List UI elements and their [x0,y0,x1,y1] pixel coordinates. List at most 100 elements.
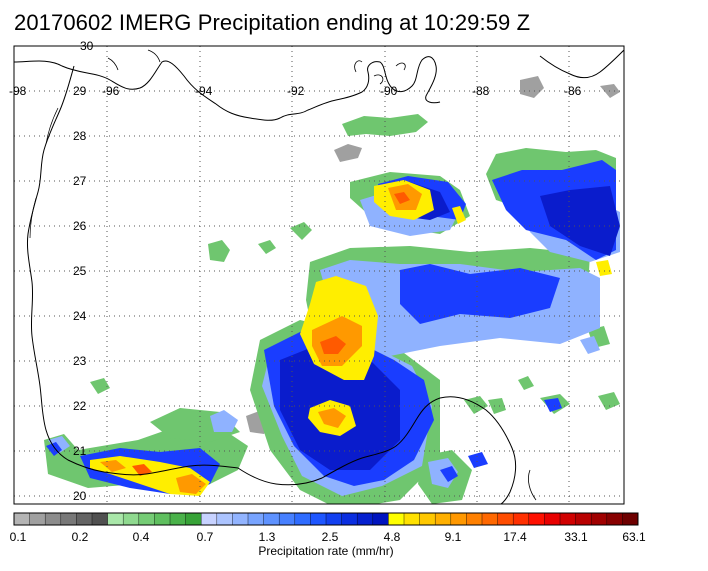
precip-patch-red [132,464,152,476]
colorbar-swatch [341,513,358,525]
precip-patch-orange [318,408,346,428]
precip-patch-red [320,336,346,354]
colorbar-swatch [60,513,77,525]
colorbar-swatch [170,513,187,525]
precip-patch-green [342,114,428,136]
precip-patch-gray [334,144,362,162]
colorbar-tick-label: 33.1 [564,530,588,544]
colorbar-swatch [497,513,514,525]
colorbar-swatch [482,513,499,525]
lon-label: -94 [195,84,213,98]
lat-label: 21 [73,444,87,458]
precip-patch-lightblue [210,410,238,432]
precip-patch-gray [520,76,544,98]
colorbar-swatch [279,513,296,525]
colorbar-swatch [606,513,623,525]
precip-patch-blue [400,264,560,324]
colorbar-swatch [357,513,374,525]
plot-frame [13,45,625,505]
colorbar-ticks: 0.1 0.2 0.4 0.7 1.3 2.5 4.8 9.1 17.4 33.… [10,530,646,544]
precip-patch-orange [100,460,126,472]
colorbar-swatch [263,513,280,525]
colorbar-swatch [185,513,202,525]
colorbar-swatch [216,513,233,525]
lat-label: 30 [80,39,94,53]
colorbar-swatch [388,513,405,525]
lon-label: -86 [564,84,582,98]
lat-label: 23 [73,354,87,368]
colorbar-swatch [404,513,421,525]
lat-label: 28 [73,129,87,143]
lon-label: -96 [102,84,120,98]
colorbar-swatch [326,513,343,525]
colorbar-swatch [513,513,530,525]
colorbar-swatch [232,513,249,525]
lat-label: 26 [73,219,87,233]
longitude-labels: -98 -96 -94 -92 -90 -88 -86 [9,84,582,98]
precip-patch-lightblue [48,436,70,454]
colorbar-tick-label: 2.5 [322,530,339,544]
lat-label: 25 [73,264,87,278]
colorbar-swatch [92,513,109,525]
colorbar-swatch [622,513,639,525]
precip-patch-green [488,398,506,414]
colorbar-swatch [310,513,327,525]
map-title: 20170602 IMERG Precipitation ending at 1… [14,10,531,35]
colorbar-tick-label: 0.1 [10,530,27,544]
precip-patch-orange [176,474,206,494]
precip-patch-blue [468,452,488,468]
colorbar-tick-label: 17.4 [503,530,527,544]
colorbar-tick-label: 0.4 [133,530,150,544]
precip-patch-yellow [452,206,466,224]
colorbar-swatch [435,513,452,525]
precip-patch-blue [440,466,458,482]
lat-label: 22 [73,399,87,413]
colorbar-swatch [419,513,436,525]
lon-label: -98 [9,84,27,98]
colorbar-swatch [107,513,124,525]
colorbar-tick-label: 0.2 [72,530,89,544]
precip-patch-green [290,222,312,240]
colorbar-swatch [201,513,218,525]
colorbar-swatch [138,513,155,525]
lat-label: 29 [73,84,87,98]
colorbar-swatch [560,513,577,525]
precip-patch-lightblue [580,336,600,354]
colorbar-swatch [575,513,592,525]
colorbar-swatch [45,513,62,525]
colorbar-swatch [528,513,545,525]
colorbar-swatch [76,513,93,525]
lat-label: 24 [73,309,87,323]
precip-patch-red [394,192,410,204]
precip-patch-blue [544,398,562,412]
colorbar [13,512,639,526]
lon-label: -92 [287,84,305,98]
precipitation-field [44,76,620,504]
colorbar-swatch [248,513,265,525]
precip-patch-green [464,396,488,414]
precip-patch-darkblue [540,186,620,256]
precip-patch-yellow [596,260,612,276]
colorbar-swatch [450,513,467,525]
colorbar-swatch [154,513,171,525]
precip-patch-green [518,376,534,390]
colorbar-tick-label: 4.8 [384,530,401,544]
colorbar-tick-label: 63.1 [622,530,646,544]
colorbar-tick-label: 1.3 [259,530,276,544]
colorbar-swatch [123,513,140,525]
latitude-labels: 30 29 28 27 26 25 24 23 22 21 20 [73,39,94,503]
lat-label: 27 [73,174,87,188]
colorbar-swatch [372,513,389,525]
precip-patch-green [258,240,276,254]
colorbar-swatch [14,513,31,525]
lat-label: 20 [73,489,87,503]
colorbar-tick-label: 0.7 [197,530,214,544]
colorbar-tick-label: 9.1 [445,530,462,544]
coastline [14,49,624,504]
lon-label: -90 [380,84,398,98]
colorbar-swatch [29,513,46,525]
colorbar-swatch [591,513,608,525]
lon-label: -88 [472,84,490,98]
precip-patch-green [90,378,110,394]
